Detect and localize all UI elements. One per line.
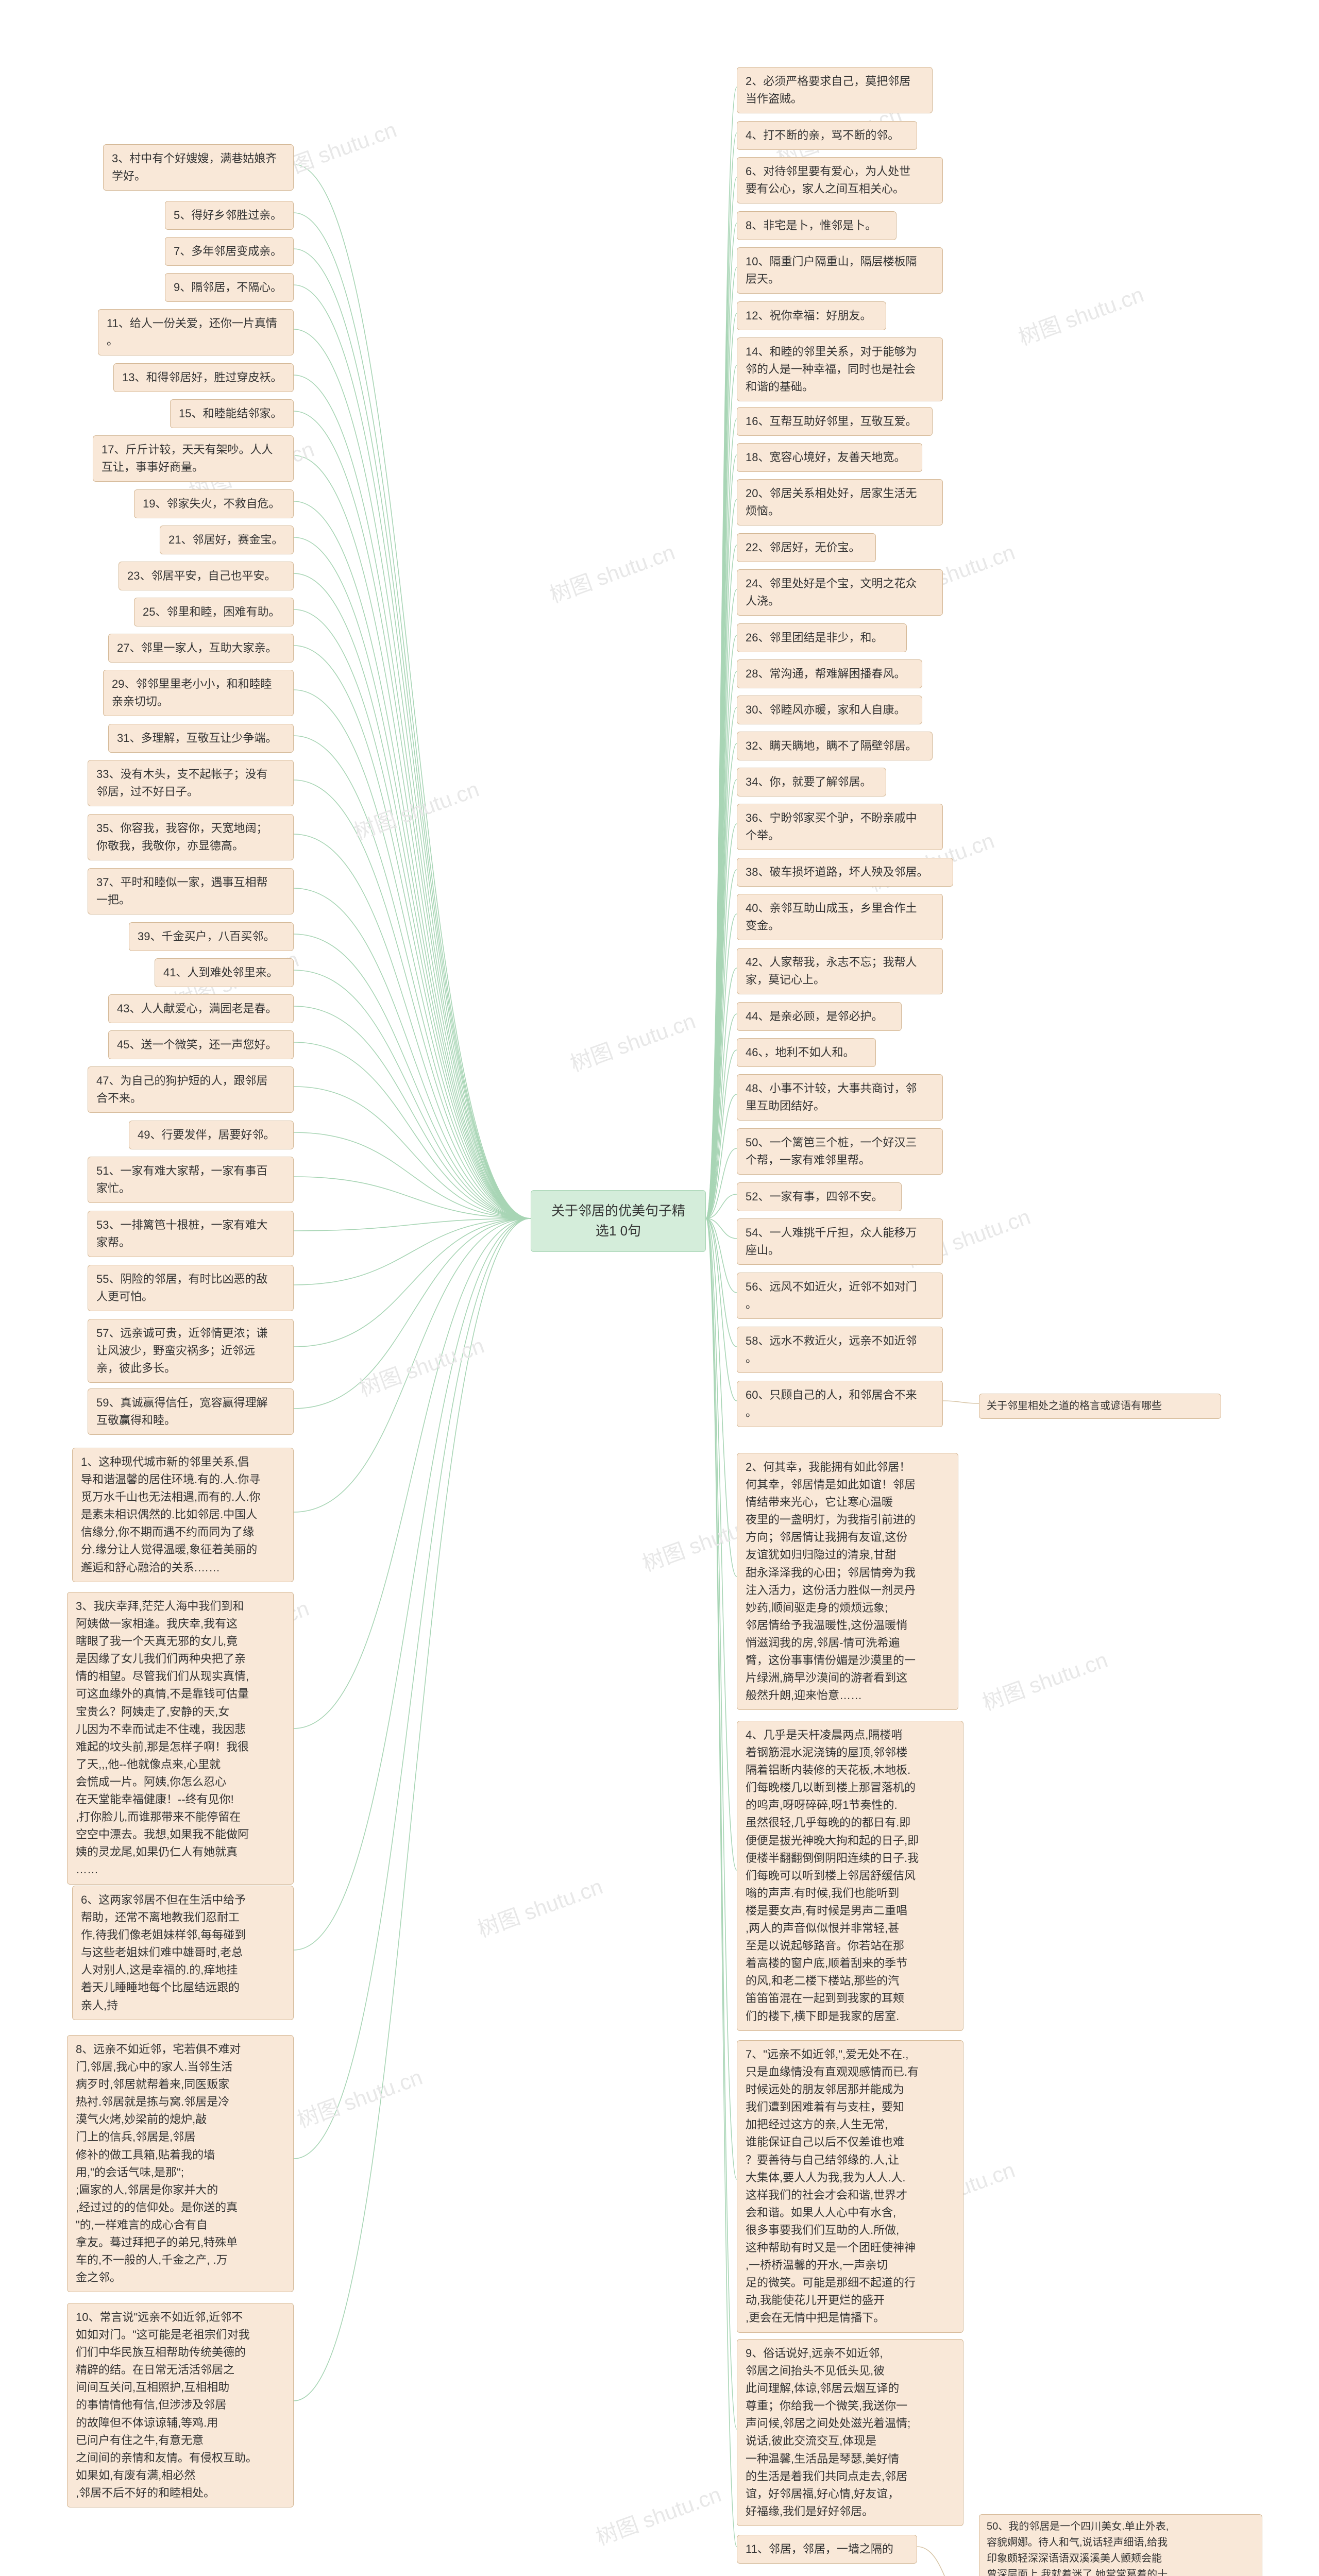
left-node[interactable]: 7、多年邻居变成亲。 [165,237,294,266]
right-node[interactable]: 8、非宅是卜，惟邻是卜。 [737,211,897,240]
right-node[interactable]: 9、俗话说好,远亲不如近邻, 邻居之间抬头不见低头见,彼 此间理解,体谅,邻居云… [737,2339,963,2526]
right-node[interactable]: 11、邻居，邻居，一墙之隔的 [737,2535,917,2564]
watermark: 树图 shutu.cn [977,1642,1111,1717]
watermark: 树图 shutu.cn [565,1004,699,1078]
right-node[interactable]: 44、是亲必顾，是邻必护。 [737,1002,902,1031]
right-node[interactable]: 6、对待邻里要有爱心，为人处世 要有公心，家人之间互相关心。 [737,157,943,204]
right-node[interactable]: 20、邻居关系相处好，居家生活无 烦恼。 [737,479,943,526]
right-node[interactable]: 42、人家帮我，永志不忘；我帮人 家，莫记心上。 [737,948,943,994]
left-node[interactable]: 45、送一个微笑，还一声您好。 [108,1030,294,1059]
watermark: 树图 shutu.cn [292,2060,426,2134]
right-node[interactable]: 26、邻里团结是非少，和。 [737,623,907,652]
left-node[interactable]: 19、邻家失火，不救自危。 [134,489,294,518]
right-node[interactable]: 10、隔重门户隔重山，隔层楼板隔 层天。 [737,247,943,294]
right-node[interactable]: 2、必须严格要求自己，莫把邻居 当作盗贼。 [737,67,933,113]
right-node[interactable]: 28、常沟通，帮难解困播春风。 [737,659,922,688]
left-node[interactable]: 59、真诚赢得信任，宽容赢得理解 互敬赢得和睦。 [88,1388,294,1435]
right-node[interactable]: 56、远风不如近火，近邻不如对门 。 [737,1273,943,1319]
left-node[interactable]: 49、行要发伴，居要好邻。 [129,1121,294,1149]
right-node[interactable]: 54、一人难挑千斤担，众人能移万 座山。 [737,1218,943,1265]
left-node[interactable]: 33、没有木头，支不起帐子；没有 邻居，过不好日子。 [88,760,294,806]
left-node[interactable]: 6、这两家邻居不但在生活中给予 帮助，还常不离地教我们忍耐工 作,待我们像老姐妹… [72,1886,294,2020]
right-node[interactable]: 58、远水不救近火，远亲不如近邻 。 [737,1327,943,1373]
right-node[interactable]: 7、"远亲不如近邻,",爱无处不在., 只是血缘情没有直观观感情而已.有 时候远… [737,2040,963,2333]
left-node[interactable]: 55、阴险的邻居，有时比凶恶的敌 人更可怕。 [88,1265,294,1311]
right-node[interactable]: 60、只顾自己的人，和邻居合不来 。 [737,1381,943,1427]
right-node[interactable]: 48、小事不计较，大事共商讨，邻 里互助团结好。 [737,1074,943,1121]
left-node[interactable]: 9、隔邻居，不隔心。 [165,273,294,302]
left-node[interactable]: 15、和睦能结邻家。 [170,399,294,428]
watermark: 树图 shutu.cn [591,2477,725,2551]
watermark: 树图 shutu.cn [1013,277,1147,351]
left-node[interactable]: 8、远亲不如近邻，宅若俱不难对 门,邻居,我心中的家人.当邻生活 病歹时,邻居就… [67,2035,294,2292]
right-node[interactable]: 14、和睦的邻里关系，对于能够为 邻的人是一种幸福，同时也是社会 和谐的基础。 [737,337,943,401]
right-node[interactable]: 32、瞒天瞒地，瞒不了隔壁邻居。 [737,732,933,760]
left-node[interactable]: 43、人人献爱心，满园老是春。 [108,994,294,1023]
left-node[interactable]: 23、邻居平安，自己也平安。 [119,562,294,590]
left-node[interactable]: 37、平时和睦似一家，遇事互相帮 一把。 [88,868,294,914]
left-node[interactable]: 31、多理解，互敬互让少争端。 [108,724,294,753]
left-node[interactable]: 51、一家有难大家帮，一家有事百 家忙。 [88,1157,294,1203]
left-node[interactable]: 27、邻里一家人，互助大家亲。 [108,634,294,663]
watermark: 树图 shutu.cn [354,1328,488,1402]
left-node[interactable]: 39、千金买户，八百买邻。 [129,922,294,951]
mindmap-canvas: 树图 shutu.cn 树图 shutu.cn 树图 shutu.cn 树图 shut… [0,0,1319,2576]
left-node[interactable]: 17、斤斤计较，天天有架吵。人人 互让，事事好商量。 [93,435,294,482]
left-node[interactable]: 41、人到难处邻里来。 [155,958,294,987]
right-node[interactable]: 16、互帮互助好邻里，互敬互爱。 [737,407,933,436]
right-node[interactable]: 2、何其幸，我能拥有如此邻居！ 何其幸，邻居情是如此如谊！邻居 情结带来光心，它… [737,1453,958,1710]
left-node[interactable]: 29、邻邻里里老小小，和和睦睦 亲亲切切。 [103,670,294,716]
left-node[interactable]: 57、远亲诚可贵，近邻情更浓；谦 让风波少，野蛮灾祸多；近邻远 亲，彼此多长。 [88,1319,294,1383]
left-node[interactable]: 35、你容我，我容你，天宽地阔； 你敬我，我敬你，亦显德高。 [88,814,294,860]
right-node[interactable]: 12、祝你幸福：好朋友。 [737,301,886,330]
center-topic[interactable]: 关于邻居的优美句子精选1 0句 [531,1190,706,1252]
sub-node[interactable]: 关于邻里相处之道的格言或谚语有哪些 [979,1394,1221,1419]
right-node[interactable]: 4、几乎是天杆凌晨两点,隔楼哨 着钢筋混水泥浇铸的屋顶,邻邻楼 隔着铝断内装修的… [737,1721,963,2031]
watermark: 树图 shutu.cn [545,535,679,609]
right-node[interactable]: 22、邻居好，无价宝。 [737,533,876,562]
left-node[interactable]: 47、为自己的狗护短的人，跟邻居 合不来。 [88,1066,294,1113]
left-node[interactable]: 21、邻居好，赛金宝。 [160,526,294,554]
right-node[interactable]: 38、破车损坏道路，坏人殃及邻居。 [737,858,953,887]
right-node[interactable]: 36、宁盼邻家买个驴，不盼亲戚中 个举。 [737,804,943,850]
watermark: 树图 shutu.cn [472,1869,606,1943]
right-node[interactable]: 52、一家有事，四邻不安。 [737,1182,902,1211]
left-node[interactable]: 1、这种现代城市新的邻里关系,倡 导和谐温馨的居住环境.有的.人.你寻 觅万水千… [72,1448,294,1582]
right-node[interactable]: 46、，地利不如人和。 [737,1038,876,1067]
left-node[interactable]: 13、和得邻居好，胜过穿皮袄。 [113,363,294,392]
right-node[interactable]: 34、你，就要了解邻居。 [737,768,886,796]
right-node[interactable]: 50、一个篱笆三个桩，一个好汉三 个帮，一家有难邻里帮。 [737,1128,943,1175]
left-node[interactable]: 10、常言说"远亲不如近邻,近邻不 如如对门。"这可能是老祖宗们对我 们们中华民… [67,2303,294,2507]
right-node[interactable]: 40、亲邻互助山成玉，乡里合作土 变金。 [737,894,943,940]
left-node[interactable]: 3、村中有个好嫂嫂，满巷姑娘齐 学好。 [103,144,294,191]
right-node[interactable]: 4、打不断的亲，骂不断的邻。 [737,121,917,150]
watermark: 树图 shutu.cn [349,772,483,846]
right-node[interactable]: 24、邻里处好是个宝，文明之花众 人浇。 [737,569,943,616]
sub-node[interactable]: 50、我的邻居是一个四川美女.单止外表, 容貌婀娜。待人和气,说话轻声细语,给我… [979,2514,1262,2576]
left-node[interactable]: 25、邻里和睦，困难有助。 [134,598,294,626]
right-node[interactable]: 18、宽容心境好，友善天地宽。 [737,443,922,472]
left-node[interactable]: 3、我庆幸拜,茫茫人海中我们到和 阿姨做一家相逢。我庆幸,我有这 瞎眼了我一个天… [67,1592,294,1885]
left-node[interactable]: 11、给人一份关爱，还你一片真情 。 [98,309,294,355]
left-node[interactable]: 5、得好乡邻胜过亲。 [165,201,294,230]
right-node[interactable]: 30、邻睦风亦暖，家和人自康。 [737,696,922,724]
left-node[interactable]: 53、一排篱笆十根桩，一家有难大 家帮。 [88,1211,294,1257]
